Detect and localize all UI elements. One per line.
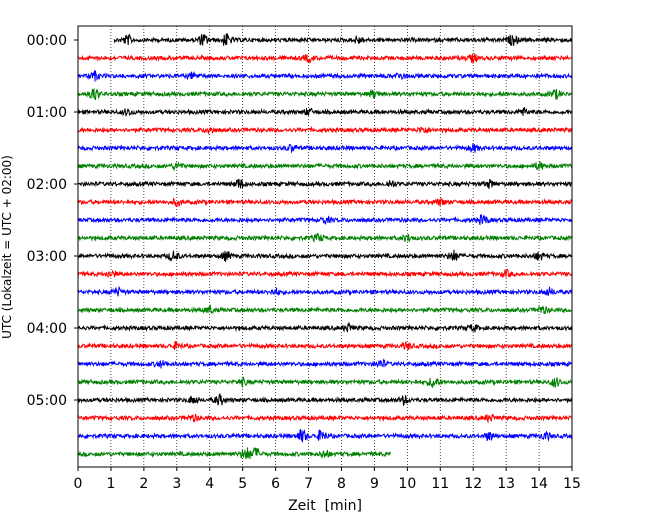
y-axis-label: UTC (Lokalzeit = UTC + 02:00) <box>0 155 14 339</box>
trace-0100 <box>77 107 573 117</box>
trace-0300 <box>77 249 573 262</box>
x-tick-label: 3 <box>172 476 181 492</box>
trace-0315 <box>77 268 573 279</box>
x-axis-label: Zeit [min] <box>288 498 362 514</box>
y-tick-label: 05:00 <box>27 393 67 409</box>
trace-0115 <box>77 125 573 136</box>
x-tick-label: 9 <box>370 476 379 492</box>
trace-0445 <box>77 376 573 389</box>
trace-0400 <box>77 321 573 333</box>
trace-0015 <box>77 53 573 65</box>
x-tick-label: 5 <box>238 476 247 492</box>
y-tick-label: 04:00 <box>27 321 67 337</box>
trace-0430 <box>77 358 573 369</box>
y-tick-label: 02:00 <box>27 177 67 193</box>
x-tick-label: 1 <box>106 476 115 492</box>
y-tick-label: 01:00 <box>27 105 67 121</box>
x-tick-label: 2 <box>139 476 148 492</box>
trace-0545 <box>77 446 391 460</box>
x-tick-label: 13 <box>497 476 515 492</box>
x-tick-label: 15 <box>563 476 581 492</box>
trace-0030 <box>77 70 573 82</box>
trace-0200 <box>77 178 573 189</box>
trace-0145 <box>77 161 573 172</box>
trace-0415 <box>77 340 573 350</box>
plot-frame <box>77 25 573 468</box>
trace-0045 <box>77 87 573 101</box>
x-tick-label: 4 <box>205 476 214 492</box>
x-tick-label: 6 <box>271 476 280 492</box>
trace-0330 <box>77 285 573 297</box>
trace-0515 <box>77 413 573 424</box>
trace-0130 <box>77 143 573 154</box>
x-tick-label: 11 <box>431 476 449 492</box>
trace-0245 <box>77 232 573 243</box>
x-tick-label: 12 <box>464 476 482 492</box>
trace-0215 <box>77 197 573 208</box>
x-tick-label: 10 <box>398 476 416 492</box>
x-tick-label: 14 <box>530 476 548 492</box>
y-tick-label: 00:00 <box>27 33 67 49</box>
x-tick-label: 8 <box>337 476 346 492</box>
trace-0345 <box>77 304 573 315</box>
trace-0530 <box>77 428 573 443</box>
x-tick-label: 0 <box>74 476 83 492</box>
trace-0000 <box>113 33 573 47</box>
trace-0500 <box>77 393 573 407</box>
trace-0230 <box>77 214 573 226</box>
x-tick-label: 7 <box>304 476 313 492</box>
y-tick-label: 03:00 <box>27 249 67 265</box>
